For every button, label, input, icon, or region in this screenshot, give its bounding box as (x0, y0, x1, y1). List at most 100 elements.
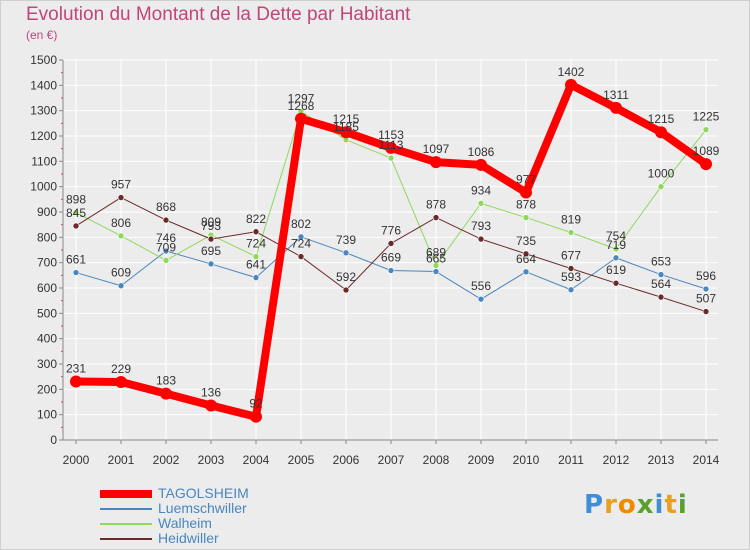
data-label-heidwiller: 822 (246, 212, 266, 226)
data-label-heidwiller: 507 (696, 292, 716, 306)
data-point-tagolsheim (295, 112, 307, 125)
data-point-heidwiller (297, 253, 305, 260)
data-label-walheim: 878 (516, 198, 536, 212)
data-label-tagolsheim: 136 (201, 386, 221, 400)
data-label-luemschwiller: 719 (606, 238, 626, 252)
y-tick-label: 1200 (30, 129, 57, 143)
data-label-heidwiller: 564 (651, 277, 671, 291)
data-label-luemschwiller: 593 (561, 270, 581, 284)
data-point-walheim (162, 257, 170, 264)
legend-label-heidwiller: Heidwiller (158, 530, 219, 546)
data-point-heidwiller (162, 216, 170, 224)
data-label-heidwiller: 845 (66, 206, 86, 220)
data-label-heidwiller: 957 (111, 178, 131, 192)
data-label-tagolsheim: 1215 (333, 112, 360, 126)
y-tick-label: 800 (37, 230, 57, 244)
proxiti-logo: Proxiti (584, 490, 688, 520)
data-label-luemschwiller: 653 (651, 255, 671, 269)
y-tick-label: 500 (37, 306, 57, 320)
data-point-heidwiller (117, 194, 125, 201)
y-tick-label: 200 (37, 382, 57, 396)
data-label-heidwiller: 868 (156, 200, 176, 214)
data-label-tagolsheim: 1089 (693, 144, 720, 158)
logo-letter: P (584, 490, 605, 520)
data-label-walheim: 1113 (379, 138, 404, 152)
data-label-walheim: 934 (471, 183, 491, 197)
logo-letter: i (654, 490, 665, 520)
data-point-walheim (387, 154, 395, 162)
x-tick-label: 2005 (288, 453, 315, 467)
data-point-tagolsheim (340, 126, 352, 139)
data-label-heidwiller: 776 (381, 223, 401, 237)
x-tick-label: 2001 (108, 453, 135, 467)
data-label-luemschwiller: 609 (111, 266, 131, 280)
data-label-walheim: 806 (111, 216, 131, 230)
legend-swatch-luemschwiller (100, 507, 152, 510)
data-point-heidwiller (342, 286, 350, 294)
chart-title: Evolution du Montant de la Dette par Hab… (26, 4, 411, 25)
data-point-luemschwiller (207, 260, 215, 268)
y-tick-label: 600 (37, 281, 57, 295)
data-point-tagolsheim (700, 158, 712, 171)
data-label-walheim: 1000 (648, 167, 675, 181)
data-point-luemschwiller (252, 274, 260, 281)
data-point-luemschwiller (387, 267, 395, 274)
data-label-walheim: 809 (201, 215, 221, 229)
data-point-walheim (657, 183, 665, 190)
y-tick-label: 700 (37, 256, 57, 270)
data-label-walheim: 819 (561, 213, 581, 227)
data-label-heidwiller: 878 (426, 198, 446, 212)
x-tick-label: 2013 (648, 453, 675, 467)
data-point-walheim (567, 229, 575, 236)
legend-item-tagolsheim: TAGOLSHEIM (100, 486, 249, 501)
data-point-heidwiller (432, 214, 440, 221)
legend-label-luemschwiller: Luemschwiller (158, 500, 247, 516)
data-point-walheim (72, 209, 80, 216)
data-label-luemschwiller: 596 (696, 269, 716, 283)
data-label-luemschwiller: 802 (291, 217, 311, 231)
data-point-heidwiller (207, 235, 215, 243)
data-label-luemschwiller: 669 (381, 251, 401, 265)
y-tick-label: 100 (37, 408, 57, 422)
data-label-heidwiller: 677 (561, 248, 581, 262)
y-tick-label: 1500 (30, 53, 57, 67)
data-point-heidwiller (72, 222, 80, 230)
logo-letter: t (664, 490, 678, 520)
data-label-walheim: 724 (246, 237, 266, 251)
data-label-tagolsheim: 92 (249, 397, 263, 411)
y-tick-label: 300 (37, 357, 57, 371)
data-label-luemschwiller: 556 (471, 279, 491, 293)
data-label-walheim: 709 (156, 240, 176, 254)
data-label-luemschwiller: 661 (66, 253, 86, 267)
data-point-heidwiller (252, 228, 260, 236)
data-point-luemschwiller (162, 247, 170, 255)
x-tick-label: 2011 (558, 453, 584, 467)
data-point-heidwiller (522, 250, 530, 258)
x-tick-label: 2010 (513, 453, 540, 467)
data-point-tagolsheim (385, 141, 397, 154)
data-point-luemschwiller (702, 285, 710, 293)
data-label-luemschwiller: 695 (201, 244, 221, 258)
data-label-tagolsheim: 1215 (648, 112, 675, 126)
data-label-heidwiller: 592 (336, 270, 356, 284)
x-tick-label: 2014 (693, 453, 720, 467)
data-point-walheim (477, 200, 485, 207)
x-tick-label: 2006 (333, 453, 360, 467)
legend-swatch-tagolsheim (100, 489, 152, 498)
x-tick-label: 2008 (423, 453, 450, 467)
data-label-walheim: 1297 (288, 91, 315, 105)
data-label-tagolsheim: 1097 (423, 142, 450, 156)
legend-swatch-walheim (100, 522, 152, 525)
x-tick-label: 2012 (603, 453, 630, 467)
data-point-heidwiller (387, 240, 395, 247)
x-tick-label: 2003 (198, 453, 225, 467)
data-label-heidwiller: 793 (471, 219, 491, 233)
y-tick-label: 0 (50, 433, 57, 447)
y-tick-label: 900 (37, 205, 57, 219)
data-point-tagolsheim (565, 78, 577, 91)
data-label-luemschwiller: 641 (246, 258, 266, 272)
data-label-luemschwiller: 664 (516, 252, 536, 266)
x-tick-label: 2009 (468, 453, 495, 467)
data-point-luemschwiller (342, 249, 350, 257)
logo-letter: r (604, 490, 618, 520)
